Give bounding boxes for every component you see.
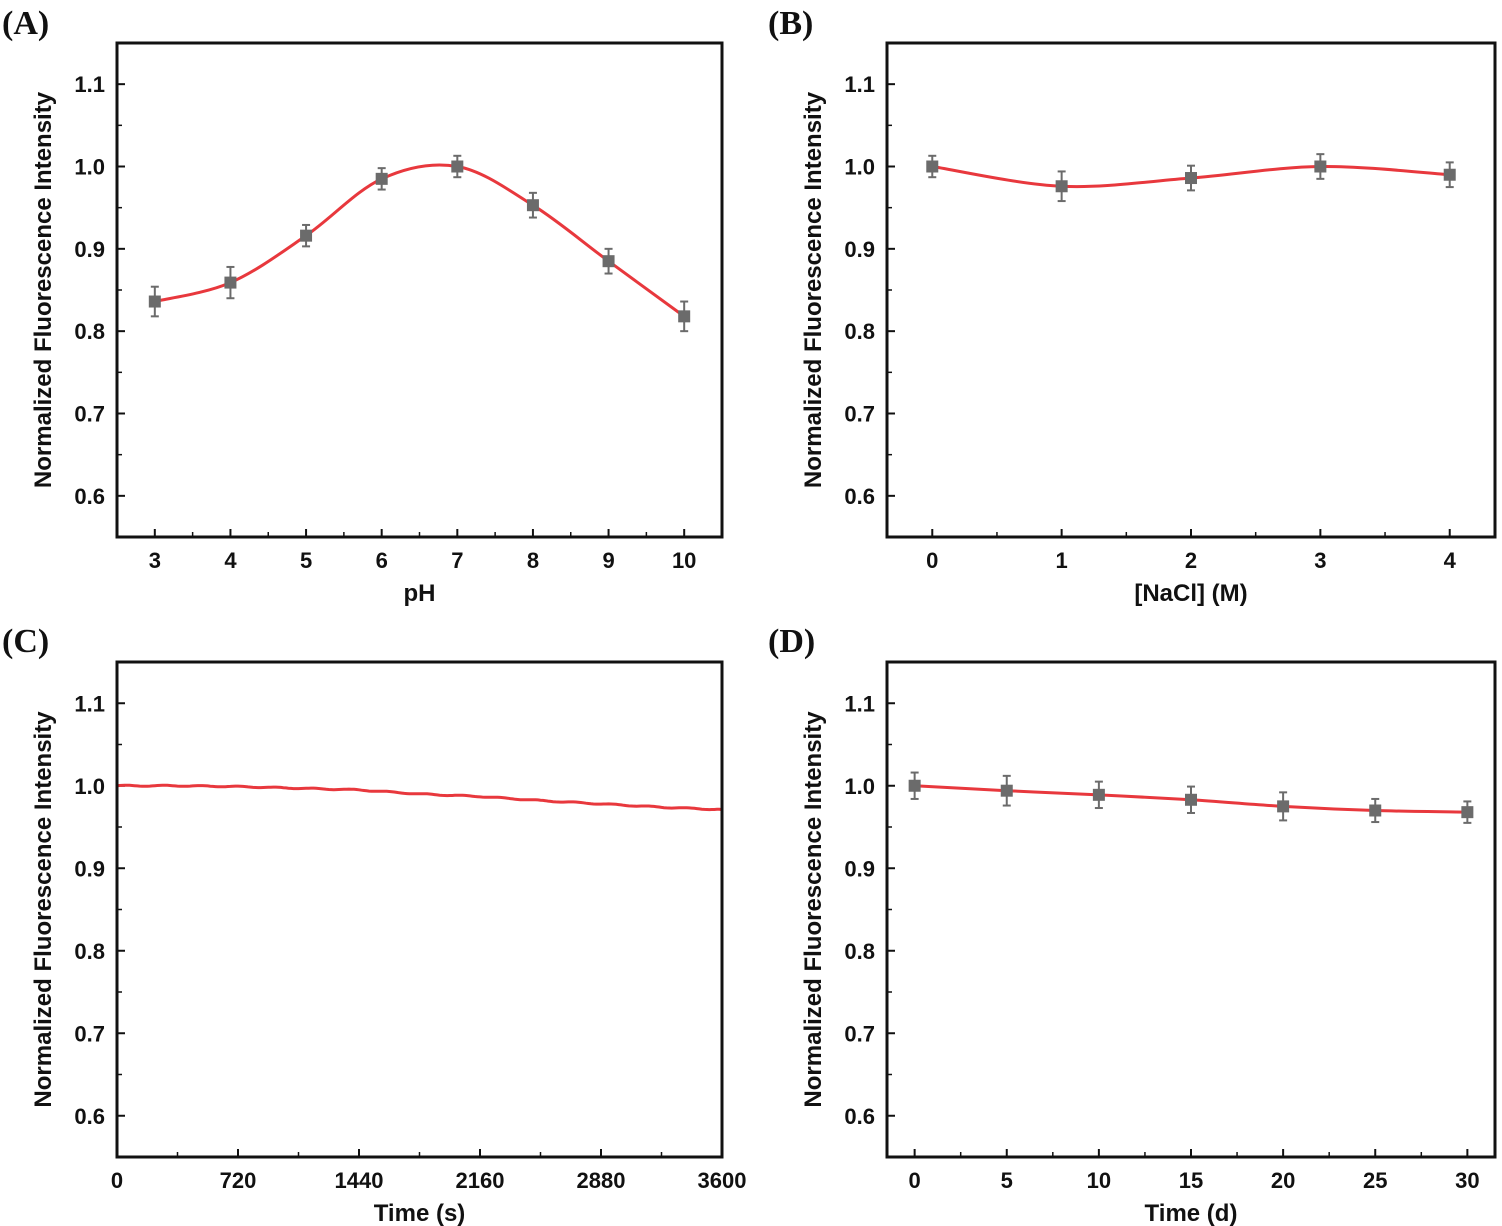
x-tick-label: 0 [909, 1168, 921, 1193]
x-tick-label: 7 [451, 548, 463, 573]
data-line [116, 783, 723, 812]
data-point [1314, 160, 1327, 173]
x-axis-title: Time (s) [374, 1200, 466, 1226]
panel-a: (A) 0.6 0.7 0.8 0.9 1.0 1.1 3 4 5 6 7 8 9 10 pH Normaliz… [2, 5, 724, 607]
data-point [602, 255, 615, 268]
y-tick-label: 0.6 [74, 484, 105, 509]
x-tick-label: 9 [602, 548, 614, 573]
x-tick-label: 2 [1185, 548, 1197, 573]
x-tick-label: 1440 [335, 1168, 384, 1193]
x-axis-title: [NaCl] (M) [1134, 580, 1247, 607]
y-tick-label: 0.6 [74, 1104, 105, 1129]
data-point [1055, 180, 1068, 193]
y-tick-label: 1.1 [844, 72, 875, 97]
x-tick-label: 3600 [698, 1168, 747, 1193]
y-tick-label: 0.8 [74, 319, 105, 344]
x-tick-label: 2160 [456, 1168, 505, 1193]
data-point [1092, 788, 1105, 801]
panel-label: (B) [768, 5, 813, 42]
panel-b: (B) 0.6 0.7 0.8 0.9 1.0 1.1 0 1 2 3 4 [NaCl] (M) Norm… [768, 5, 1497, 607]
x-tick-label: 0 [111, 1168, 123, 1193]
y-tick-label: 0.9 [74, 856, 105, 881]
panel-c: (C) 0.6 0.7 0.8 0.9 1.0 1.1 0 720 1440 2160 2880 360… [2, 623, 746, 1226]
data-point [1000, 784, 1013, 797]
plot-frame [885, 660, 1497, 1159]
x-tick-label: 3 [149, 548, 161, 573]
x-tick-label: 4 [224, 548, 237, 573]
data-point [1461, 806, 1474, 819]
x-tick-label: 720 [220, 1168, 257, 1193]
x-tick-label: 0 [926, 548, 938, 573]
plot-frame [115, 660, 724, 1159]
x-axis-title: pH [404, 580, 436, 607]
x-tick-label: 6 [376, 548, 388, 573]
y-tick-label: 0.7 [844, 1021, 875, 1046]
data-point [1185, 793, 1197, 806]
y-tick-label: 1.0 [844, 155, 875, 180]
fit-curve [154, 163, 686, 318]
data-point [678, 310, 691, 323]
y-tick-label: 1.0 [74, 155, 105, 180]
data-point [926, 160, 939, 173]
data-point [224, 276, 237, 289]
x-tick-label: 25 [1363, 1168, 1387, 1193]
x-tick-label: 20 [1271, 1168, 1295, 1193]
panel-label: (A) [2, 5, 49, 42]
y-tick-label: 1.0 [74, 774, 105, 799]
x-tick-label: 8 [527, 548, 539, 573]
x-axis-title: Time (d) [1145, 1200, 1238, 1226]
x-tick-label: 15 [1179, 1168, 1203, 1193]
x-tick-label: 4 [1444, 548, 1457, 573]
data-point [1443, 168, 1456, 181]
x-tick-label: 10 [672, 548, 696, 573]
y-tick-label: 0.9 [74, 237, 105, 262]
y-tick-label: 1.0 [844, 774, 875, 799]
y-tick-label: 0.8 [74, 939, 105, 964]
data-point [908, 779, 921, 792]
y-axis-title: Normalized Fluorescence Intensity [30, 91, 57, 488]
data-point [451, 160, 464, 173]
y-tick-label: 0.9 [844, 237, 875, 262]
x-tick-label: 5 [300, 548, 312, 573]
panel-label: (C) [2, 623, 49, 660]
x-tick-label: 2880 [577, 1168, 626, 1193]
x-tick-label: 5 [1001, 1168, 1013, 1193]
data-point [526, 199, 539, 212]
y-tick-label: 1.1 [844, 691, 875, 716]
panel-label: (D) [768, 623, 815, 660]
x-tick-label: 1 [1056, 548, 1068, 573]
y-tick-label: 1.1 [74, 691, 105, 716]
y-tick-label: 0.6 [844, 484, 875, 509]
data-point [1185, 172, 1197, 185]
data-point [375, 172, 388, 185]
y-tick-label: 0.7 [844, 402, 875, 427]
y-axis-title: Normalized Fluorescence Intensity [800, 91, 827, 488]
x-tick-label: 30 [1455, 1168, 1479, 1193]
plot-frame [115, 41, 724, 539]
y-tick-label: 0.7 [74, 402, 105, 427]
x-tick-label: 10 [1087, 1168, 1111, 1193]
y-tick-label: 0.6 [844, 1104, 875, 1129]
plot-frame [885, 41, 1497, 539]
data-point [300, 229, 313, 242]
y-axis-title: Normalized Fluorescence Intensity [800, 711, 827, 1108]
x-tick-label: 3 [1314, 548, 1326, 573]
panel-d: (D) 0.6 0.7 0.8 0.9 1.0 1.1 0 5 10 15 20 25 30 Time (d… [768, 623, 1497, 1226]
y-axis-title: Normalized Fluorescence Intensity [30, 711, 57, 1108]
y-tick-label: 0.8 [844, 939, 875, 964]
data-point [148, 295, 161, 308]
data-point [1369, 804, 1382, 817]
y-tick-label: 0.8 [844, 319, 875, 344]
y-tick-label: 1.1 [74, 72, 105, 97]
data-point [1277, 800, 1290, 813]
y-tick-label: 0.9 [844, 856, 875, 881]
y-tick-label: 0.7 [74, 1021, 105, 1046]
